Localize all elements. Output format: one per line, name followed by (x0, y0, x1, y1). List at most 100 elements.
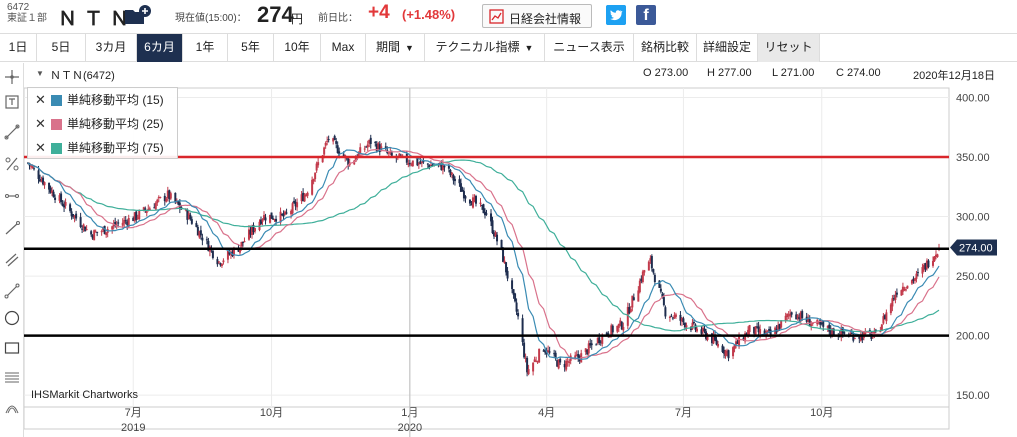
crosshair-icon[interactable] (4, 69, 20, 85)
candle-body (538, 348, 541, 363)
candle-body (375, 143, 378, 152)
nikkei-company-info-button[interactable]: 日経会社情報 (482, 4, 592, 28)
candle-body (64, 202, 67, 206)
candle-body (915, 273, 918, 279)
reset-button[interactable]: リセット (758, 34, 820, 62)
candle-body (90, 231, 93, 235)
candle-body (721, 345, 724, 352)
candle-body (790, 312, 793, 315)
candle-body (682, 318, 685, 323)
candle-body (311, 179, 314, 195)
zoom-box-icon[interactable] (4, 94, 20, 110)
candle-body (931, 260, 934, 266)
candle-body (879, 330, 882, 333)
period-1y-button[interactable]: 1年 (183, 34, 228, 62)
candle-body (880, 324, 883, 331)
price-unit: 円 (291, 12, 304, 26)
candle-body (670, 315, 673, 317)
candle-body (801, 311, 804, 318)
candle-body (843, 332, 846, 334)
candle-body (290, 210, 293, 215)
candle-body (291, 203, 294, 214)
candle-body (443, 165, 446, 168)
candle-body (324, 143, 327, 146)
remove-indicator-icon[interactable]: ✕ (35, 116, 46, 131)
period-5y-button[interactable]: 5年 (228, 34, 274, 62)
candle-body (913, 278, 916, 281)
percent-icon[interactable] (4, 156, 20, 172)
candle-body (616, 325, 619, 332)
candle-body (891, 298, 894, 307)
period-10y-button[interactable]: 10年 (274, 34, 321, 62)
chart-symbol: ＮＴＮ(6472) (50, 70, 115, 82)
candle-body (596, 337, 599, 344)
technical-indicator-dropdown[interactable]: テクニカル指標 ▼ (425, 34, 545, 62)
candle-body (114, 221, 117, 226)
candle-body (548, 351, 551, 353)
candle-body (42, 177, 45, 185)
remove-indicator-icon[interactable]: ✕ (35, 92, 46, 107)
period-1d-button[interactable]: 1日 (0, 34, 37, 62)
interval-dropdown[interactable]: 期間 ▼ (366, 34, 425, 62)
candle-body (658, 280, 661, 288)
ohlc-date: 2020年12月18日 (913, 70, 995, 82)
candle-body (711, 333, 714, 344)
candle-body (934, 254, 937, 257)
portfolio-add-icon[interactable] (124, 4, 152, 26)
candle-body (768, 328, 771, 331)
settings-button[interactable]: 詳細設定 (697, 34, 758, 62)
fibonacci-icon[interactable] (4, 369, 20, 385)
candle-body (745, 333, 748, 336)
arrow-line-icon[interactable] (4, 283, 20, 299)
wave-icon[interactable] (4, 399, 20, 415)
candle-body (241, 241, 244, 243)
candle-body (359, 147, 362, 155)
candle-body (485, 213, 488, 215)
period-3m-button[interactable]: 3カ月 (86, 34, 137, 62)
news-toggle-button[interactable]: ニュース表示 (545, 34, 634, 62)
candle-body (94, 231, 97, 233)
candle-body (105, 232, 108, 236)
candle-body (333, 135, 336, 141)
candle-body (568, 361, 571, 364)
candle-body (323, 147, 326, 155)
candle-body (849, 333, 852, 335)
candle-body (769, 329, 772, 336)
candle-body (638, 280, 641, 293)
legend-swatch (51, 119, 62, 130)
candle-body (281, 214, 284, 216)
circle-icon[interactable] (4, 310, 20, 326)
twitter-icon[interactable] (606, 5, 626, 25)
legend-label: 単純移動平均 (25) (67, 117, 164, 131)
candle-body (620, 321, 623, 330)
price-chart[interactable]: 400.00 350.00 300.00 250.00 200.00 150.00 7月 20… (24, 63, 1017, 437)
candle-body (826, 325, 829, 328)
candle-body (506, 270, 509, 279)
horizontal-line-icon[interactable] (4, 188, 20, 204)
period-max-button[interactable]: Max (321, 34, 366, 62)
compare-button[interactable]: 銘柄比較 (634, 34, 697, 62)
trend-line-icon[interactable] (4, 220, 20, 236)
candle-body (542, 350, 545, 352)
candle-body (272, 218, 275, 220)
candle-body (680, 317, 683, 322)
channel-icon[interactable] (4, 251, 20, 267)
candle-body (521, 318, 524, 343)
candle-body (659, 288, 662, 292)
candle-body (692, 322, 695, 324)
candle-body (936, 254, 939, 258)
candle-body (780, 320, 783, 328)
candle-body (786, 313, 789, 318)
candle-body (117, 222, 120, 224)
candle-body (652, 269, 655, 273)
chevron-down-icon[interactable]: ▼ (36, 69, 44, 78)
period-6m-button[interactable]: 6カ月 (137, 34, 183, 62)
period-5d-button[interactable]: 5日 (37, 34, 86, 62)
remove-indicator-icon[interactable]: ✕ (35, 140, 46, 155)
candle-body (300, 194, 303, 202)
facebook-icon[interactable]: f (636, 5, 656, 25)
rectangle-icon[interactable] (4, 340, 20, 356)
candle-body (366, 144, 369, 148)
line-icon[interactable] (4, 124, 20, 140)
candle-body (452, 174, 455, 181)
